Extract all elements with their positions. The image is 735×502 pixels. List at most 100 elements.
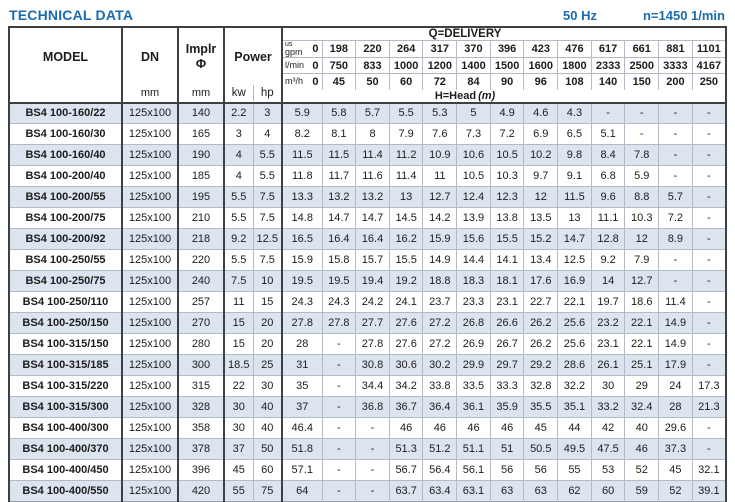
model-header-wrap: MODEL bbox=[10, 28, 120, 101]
head-value-cell: 19.5 bbox=[322, 270, 357, 292]
model-cell: BS4 100-400/370 bbox=[9, 438, 123, 460]
head-value-cell: 13 bbox=[557, 207, 592, 229]
head-value-cell: 13.8 bbox=[490, 207, 525, 229]
power-hp-cell: 30 bbox=[253, 375, 284, 397]
head-value-cell: 26.2 bbox=[523, 333, 559, 355]
head-value-cell: 13.2 bbox=[322, 186, 357, 208]
table-row: BS4 100-200/75 125x100 210 5.5 7.5 14.8 14.7 14… bbox=[9, 207, 726, 229]
head-value-cell: 15.7 bbox=[355, 249, 390, 271]
head-value-cell: 46 bbox=[456, 417, 491, 439]
head-value-cell: 11.5 bbox=[322, 144, 357, 166]
power-kw-cell: 2.2 bbox=[224, 101, 254, 124]
dn-cell: 125x100 bbox=[122, 249, 179, 271]
head-value-cell: 11.7 bbox=[322, 165, 357, 187]
model-cell: BS4 100-315/150 bbox=[9, 333, 123, 355]
delivery-value-cell: 370 bbox=[456, 40, 491, 58]
impeller-cell: 257 bbox=[178, 291, 225, 313]
head-value-cell: 18.3 bbox=[456, 270, 491, 292]
head-value-cell: 12.5 bbox=[557, 249, 592, 271]
power-kw-cell: 37 bbox=[224, 438, 254, 460]
table-row: BS4 100-160/22 125x100 140 2.2 3 5.9 5.8 5.7 5.5… bbox=[9, 101, 726, 124]
table-row: BS4 100-160/40 125x100 190 4 5.5 11.5 11.5 11.4… bbox=[9, 144, 726, 166]
head-value-cell: 16.4 bbox=[355, 228, 390, 250]
head-value-cell: 11.4 bbox=[389, 165, 424, 187]
head-value-cell: 17.6 bbox=[523, 270, 559, 292]
delivery-value-cell: 423 bbox=[523, 40, 559, 58]
power-kw-cell: 30 bbox=[224, 396, 254, 418]
head-value-cell: 11.5 bbox=[282, 144, 323, 166]
head-value-cell: 13.4 bbox=[523, 249, 559, 271]
model-cell: BS4 100-160/40 bbox=[9, 144, 123, 166]
power-hp-cell: 15 bbox=[253, 291, 284, 313]
head-value-cell: 15.6 bbox=[456, 228, 491, 250]
delivery-value-cell: 150 bbox=[624, 73, 660, 90]
head-value-cell: 62 bbox=[557, 480, 592, 502]
head-value-cell: - bbox=[322, 375, 357, 397]
head-value-cell: 52 bbox=[624, 459, 660, 481]
power-hp-cell: 40 bbox=[253, 396, 284, 418]
head-value-cell: - bbox=[692, 228, 726, 250]
head-value-cell: - bbox=[658, 165, 693, 187]
head-value-cell: - bbox=[692, 144, 726, 166]
impeller-cell: 280 bbox=[178, 333, 225, 355]
head-value-cell: 49.5 bbox=[557, 438, 592, 460]
dn-cell: 125x100 bbox=[122, 144, 179, 166]
delivery-value-cell: 90 bbox=[489, 73, 525, 90]
head-value-cell: 16.5 bbox=[282, 228, 323, 250]
head-value-cell: 12 bbox=[624, 228, 660, 250]
power-hp-cell: 7.5 bbox=[253, 186, 284, 208]
impeller-cell: 300 bbox=[178, 354, 225, 376]
delivery-value-cell: 72 bbox=[422, 73, 458, 90]
head-value-cell: - bbox=[322, 438, 357, 460]
delivery-value-cell: 0 bbox=[312, 59, 319, 72]
delivery-value-cell: 250 bbox=[691, 73, 727, 90]
impeller-cell: 270 bbox=[178, 312, 225, 334]
head-value-cell: 56 bbox=[523, 459, 559, 481]
head-value-cell: - bbox=[692, 249, 726, 271]
head-value-cell: 23.2 bbox=[591, 312, 626, 334]
model-cell: BS4 100-250/75 bbox=[9, 270, 123, 292]
head-value-cell: 36.7 bbox=[389, 396, 424, 418]
model-cell: BS4 100-315/300 bbox=[9, 396, 123, 418]
head-value-cell: 4.6 bbox=[523, 101, 559, 124]
power-kw-cell: 45 bbox=[224, 459, 254, 481]
delivery-value-cell: 1101 bbox=[691, 40, 727, 58]
head-value-cell: 51.8 bbox=[282, 438, 323, 460]
delivery-value-cell: 108 bbox=[557, 73, 592, 90]
head-value-cell: 11.2 bbox=[389, 144, 424, 166]
impeller-cell: 210 bbox=[178, 207, 225, 229]
table-header: MODEL DN mm Implr Φ mm bbox=[9, 27, 727, 103]
head-value-cell: 28.6 bbox=[557, 354, 592, 376]
head-value-cell: 5.5 bbox=[389, 101, 424, 124]
power-hp-cell: 3 bbox=[253, 101, 284, 124]
head-value-cell: 35.1 bbox=[557, 396, 592, 418]
dn-cell: 125x100 bbox=[122, 438, 179, 460]
delivery-value-cell: 264 bbox=[388, 40, 424, 58]
dn-cell: 125x100 bbox=[122, 228, 179, 250]
dn-cell: 125x100 bbox=[122, 207, 179, 229]
delivery-value-cell: 1600 bbox=[523, 57, 559, 74]
impeller-cell: 185 bbox=[178, 165, 225, 187]
head-value-cell: 15.5 bbox=[490, 228, 525, 250]
head-value-cell: 11.4 bbox=[658, 291, 693, 313]
head-value-cell: 59 bbox=[624, 480, 660, 502]
head-value-cell: 5.3 bbox=[422, 101, 458, 124]
delivery-value-cell: 1000 bbox=[388, 57, 424, 74]
head-value-cell: 63 bbox=[490, 480, 525, 502]
head-unit: (m) bbox=[478, 89, 496, 102]
head-value-cell: 29.2 bbox=[523, 354, 559, 376]
head-value-cell: - bbox=[355, 459, 390, 481]
delivery-value-cell: 1400 bbox=[456, 57, 491, 74]
delivery-value-cell: 1200 bbox=[422, 57, 458, 74]
power-kw-cell: 5.5 bbox=[224, 207, 254, 229]
table-row: BS4 100-250/75 125x100 240 7.5 10 19.5 19.5 19.… bbox=[9, 270, 726, 292]
delivery-value-cell: 1500 bbox=[489, 57, 525, 74]
head-value-cell: 34.2 bbox=[389, 375, 424, 397]
head-value-cell: 52 bbox=[658, 480, 693, 502]
head-value-cell: 14.2 bbox=[422, 207, 458, 229]
top-bar: TECHNICAL DATA 50 Hz n=1450 1/min bbox=[0, 0, 735, 26]
column-header-power: Power kw hp bbox=[224, 27, 284, 103]
head-value-cell: 7.6 bbox=[422, 123, 458, 145]
head-value-cell: 27.8 bbox=[282, 312, 323, 334]
table-row: BS4 100-250/110 125x100 257 11 15 24.3 24.3 24.… bbox=[9, 291, 726, 313]
